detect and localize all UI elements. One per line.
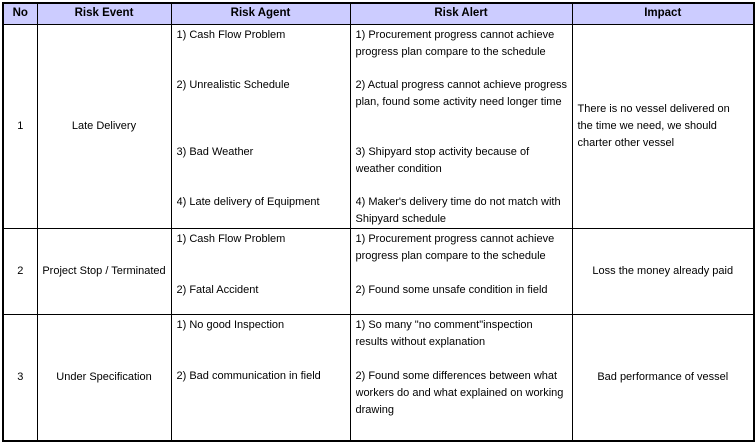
- alert-item: 4) Maker's delivery time do not match wi…: [355, 195, 561, 225]
- agent-item: 2) Bad communication in field: [176, 369, 321, 382]
- risk-agent-cell: 1) Cash Flow Problem 2) Fatal Accident: [170, 227, 351, 315]
- risk-event-cell: Under Specification: [36, 313, 172, 442]
- risk-alert-cell: 1) Procurement progress cannot achieve p…: [349, 23, 573, 229]
- row-number: 3: [2, 313, 38, 442]
- alert-item: 2) Found some unsafe condition in field: [355, 283, 548, 296]
- agent-item: 1) Cash Flow Problem: [176, 28, 286, 41]
- alert-item: 1) So many "no comment"inspection result…: [355, 318, 533, 348]
- impact-cell: There is no vessel delivered on the time…: [571, 23, 755, 229]
- alert-item: 1) Procurement progress cannot achieve p…: [355, 232, 555, 262]
- agent-item: 2) Unrealistic Schedule: [176, 78, 290, 91]
- agent-item: 3) Bad Weather: [176, 145, 254, 158]
- alert-item: 2) Actual progress cannot achieve progre…: [355, 78, 568, 108]
- col-header-risk-event: Risk Event: [36, 2, 172, 25]
- col-header-no: No: [2, 2, 38, 25]
- col-header-risk-agent: Risk Agent: [170, 2, 351, 25]
- risk-event-cell: Late Delivery: [36, 23, 172, 229]
- risk-alert-cell: 1) So many "no comment"inspection result…: [349, 313, 573, 442]
- header-row: No Risk Event Risk Agent Risk Alert Impa…: [2, 2, 755, 25]
- impact-cell: Bad performance of vessel: [571, 313, 755, 442]
- row-number: 1: [2, 23, 38, 229]
- table-row-late-delivery: 1 Late Delivery 1) Cash Flow Problem 2) …: [2, 23, 755, 229]
- risk-agent-cell: 1) No good Inspection 2) Bad communicati…: [170, 313, 351, 442]
- agent-item: 4) Late delivery of Equipment: [176, 195, 320, 208]
- alert-item: 2) Found some differences between what w…: [355, 369, 564, 416]
- col-header-impact: Impact: [571, 2, 755, 25]
- agent-item: 1) No good Inspection: [176, 318, 285, 331]
- risk-alert-cell: 1) Procurement progress cannot achieve p…: [349, 227, 573, 315]
- col-header-risk-alert: Risk Alert: [349, 2, 573, 25]
- risk-event-cell: Project Stop / Terminated: [36, 227, 172, 315]
- alert-item: 3) Shipyard stop activity because of wea…: [355, 145, 530, 175]
- agent-item: 1) Cash Flow Problem: [176, 232, 286, 245]
- risk-agent-cell: 1) Cash Flow Problem 2) Unrealistic Sche…: [170, 23, 351, 229]
- table-row-project-stop: 2 Project Stop / Terminated 1) Cash Flow…: [2, 227, 755, 315]
- agent-item: 2) Fatal Accident: [176, 283, 259, 296]
- impact-cell: Loss the money already paid: [571, 227, 755, 315]
- alert-item: 1) Procurement progress cannot achieve p…: [355, 28, 555, 58]
- row-number: 2: [2, 227, 38, 315]
- table-row-under-specification: 3 Under Specification 1) No good Inspect…: [2, 313, 755, 442]
